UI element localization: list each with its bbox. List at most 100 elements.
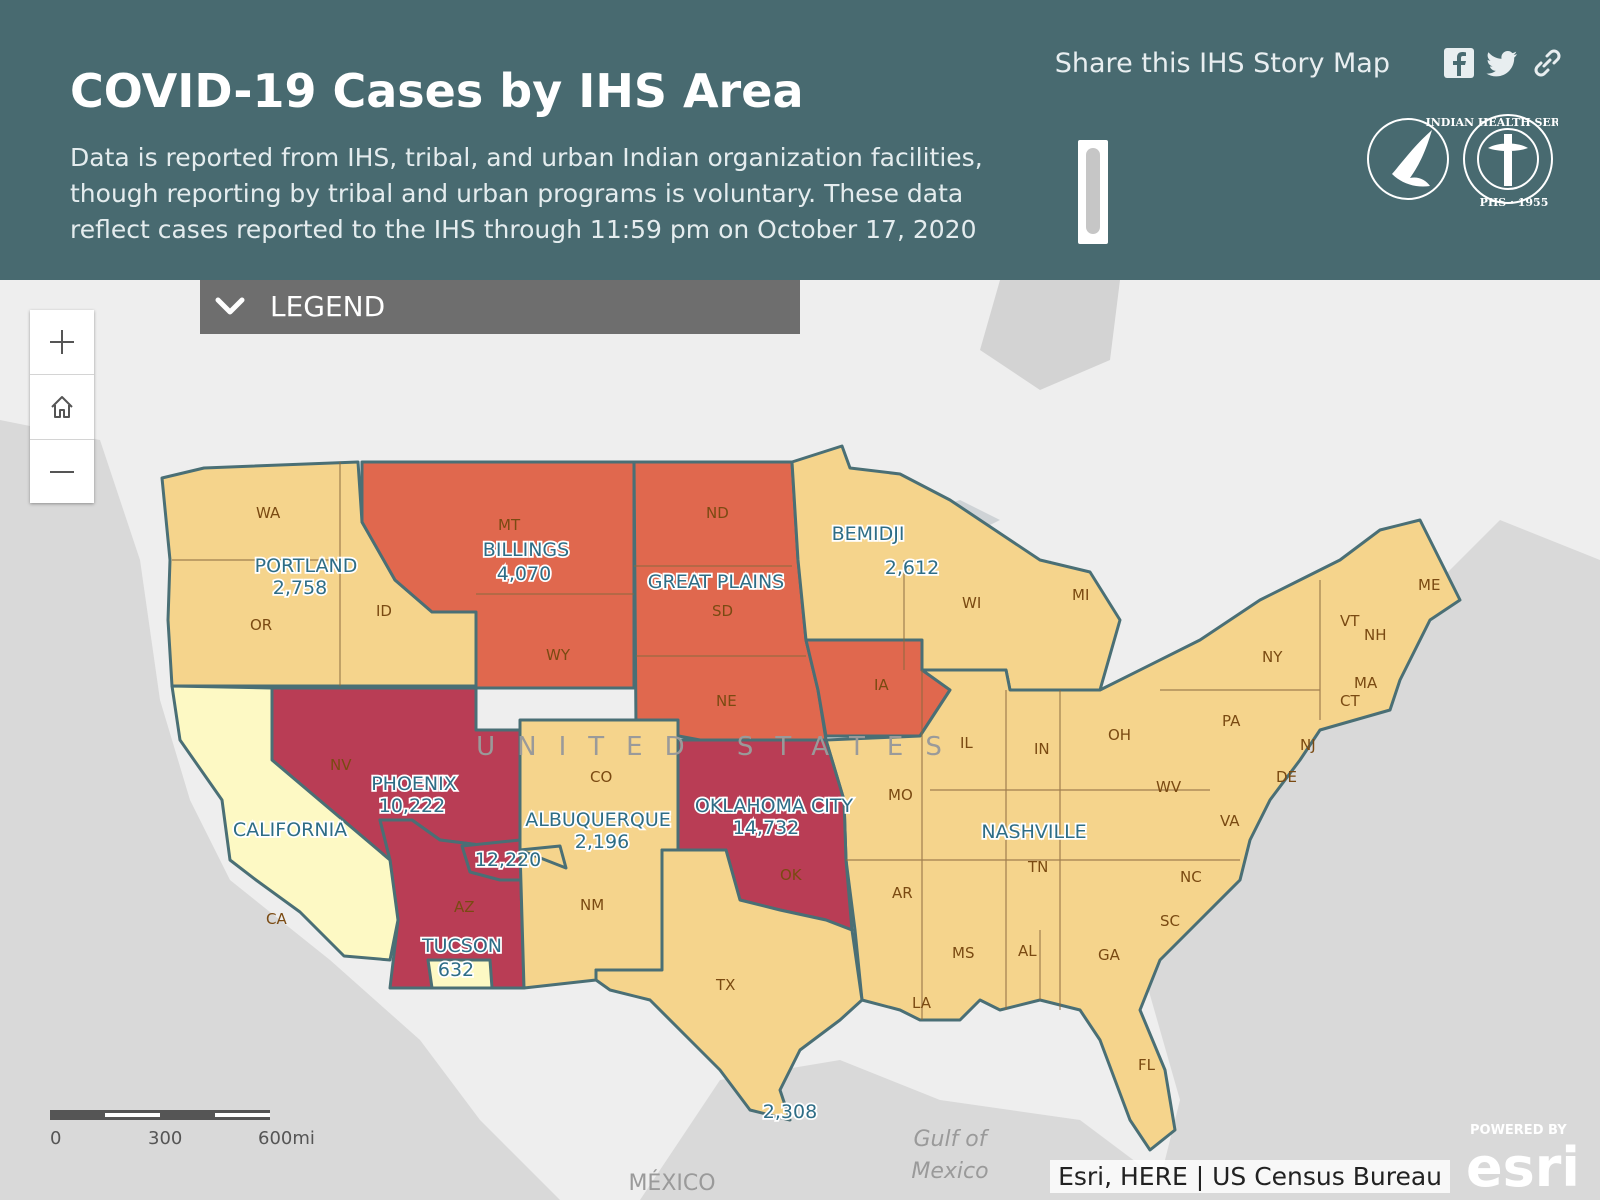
- state-label: AL: [1018, 942, 1037, 960]
- basemap-country-label: UNITED STATES: [476, 732, 964, 762]
- caduceus-icon: [1488, 134, 1528, 186]
- esri-brand-label: esri: [1466, 1136, 1580, 1194]
- area-label-great-plains: GREAT PLAINS: [648, 571, 784, 593]
- scale-tick-0: 0: [50, 1128, 61, 1149]
- state-label: DE: [1276, 768, 1297, 786]
- area-cases-tucson: 632: [438, 959, 474, 981]
- home-icon[interactable]: [30, 375, 94, 439]
- area-cases-navajo: 12,220: [475, 849, 541, 871]
- basemap-water: [980, 280, 1120, 390]
- state-label: CT: [1340, 692, 1360, 710]
- area-label-california: CALIFORNIA: [233, 819, 347, 841]
- state-label: TX: [715, 976, 735, 994]
- scale-tick-600: 600mi: [258, 1128, 315, 1149]
- page-title: COVID-19 Cases by IHS Area: [70, 64, 804, 118]
- state-label: TN: [1027, 858, 1048, 876]
- basemap-mexico-label: MÉXICO: [628, 1170, 715, 1196]
- state-label: SD: [712, 602, 733, 620]
- state-label: NV: [330, 756, 352, 774]
- state-label: ID: [376, 602, 392, 620]
- ihs-area-map[interactable]: UNITED STATES MÉXICO Gulf of Mexico WA O…: [0, 280, 1600, 1200]
- state-label: VA: [1220, 812, 1240, 830]
- state-label: WV: [1156, 778, 1182, 796]
- state-label: IA: [874, 676, 889, 694]
- basemap-gulf-label-1: Gulf of: [913, 1127, 989, 1152]
- area-label-tucson: TUCSON: [421, 935, 502, 957]
- basemap-land-east: [1460, 340, 1600, 520]
- share-label: Share this IHS Story Map: [1054, 48, 1390, 79]
- scrollbar-thumb[interactable]: [1086, 148, 1100, 234]
- area-label-bemidji: BEMIDJI: [832, 523, 905, 545]
- state-label: SC: [1160, 912, 1180, 930]
- state-label: IL: [960, 734, 973, 752]
- twitter-icon[interactable]: [1486, 46, 1520, 80]
- state-label: WI: [962, 594, 981, 612]
- state-label: OK: [780, 866, 803, 884]
- state-label: CA: [266, 910, 287, 928]
- state-label: MI: [1072, 586, 1089, 604]
- area-tucson[interactable]: [426, 958, 494, 990]
- area-cases-portland: 2,758: [273, 577, 327, 599]
- state-label: NC: [1180, 868, 1202, 886]
- subtitle-scrollbar[interactable]: [1078, 140, 1108, 244]
- link-icon[interactable]: [1530, 46, 1564, 80]
- area-label-nashville: NASHVILLE: [981, 821, 1086, 843]
- state-label: AZ: [454, 898, 475, 916]
- scale-bar: 0 300 600mi: [50, 1110, 315, 1149]
- legend-label: LEGEND: [270, 290, 386, 323]
- scale-tick-300: 300: [148, 1128, 182, 1149]
- area-cases-albuquerque: 2,196: [575, 831, 629, 853]
- state-label: AR: [892, 884, 913, 902]
- area-cases-phoenix: 10,222: [379, 795, 445, 817]
- facebook-icon[interactable]: [1442, 46, 1476, 80]
- state-label: OH: [1108, 726, 1131, 744]
- area-label-portland: PORTLAND: [255, 555, 358, 577]
- area-label-phoenix: PHOENIX: [371, 773, 457, 795]
- area-cases-billings: 4,070: [497, 563, 551, 585]
- story-map-header: COVID-19 Cases by IHS Area Data is repor…: [0, 0, 1600, 280]
- area-label-oklahoma-city: OKLAHOMA CITY: [695, 795, 854, 817]
- state-label: NY: [1262, 648, 1283, 666]
- area-california[interactable]: [170, 684, 400, 962]
- state-label: IN: [1034, 740, 1050, 758]
- state-label: MO: [888, 786, 913, 804]
- state-label: MA: [1354, 674, 1378, 692]
- state-label: CO: [590, 768, 612, 786]
- zoom-out-icon[interactable]: [30, 440, 94, 504]
- state-label: ME: [1418, 576, 1440, 594]
- state-label: WA: [256, 504, 281, 522]
- area-cases-oklahoma-city: 14,732: [733, 817, 799, 839]
- eagle-icon: [1392, 130, 1432, 187]
- esri-powered-label: POWERED BY: [1470, 1123, 1567, 1138]
- ihs-seal-logo: INDIAN HEALTH SERVICE PHS · 1955: [1367, 114, 1558, 209]
- state-label: VT: [1340, 612, 1360, 630]
- state-label: OR: [250, 616, 272, 634]
- legend-toggle[interactable]: LEGEND: [200, 280, 800, 334]
- divider: [30, 439, 94, 440]
- area-cases-texas: 2,308: [763, 1101, 817, 1123]
- map-attribution: Esri, HERE | US Census Bureau: [1050, 1160, 1450, 1193]
- state-label: NJ: [1300, 736, 1316, 754]
- seal-text: INDIAN HEALTH SERVICE: [1426, 116, 1558, 129]
- state-label: GA: [1098, 946, 1121, 964]
- area-cases-bemidji: 2,612: [885, 557, 939, 579]
- area-texas[interactable]: [594, 848, 864, 1122]
- state-label: NH: [1364, 626, 1387, 644]
- state-label: PA: [1222, 712, 1241, 730]
- state-label: NE: [716, 692, 737, 710]
- seal-year: PHS · 1955: [1480, 196, 1549, 209]
- zoom-controls: [30, 310, 94, 503]
- area-bemidji[interactable]: [790, 444, 1122, 692]
- area-label-albuquerque: ALBUQUERQUE: [525, 809, 670, 831]
- esri-logo[interactable]: POWERED BY esri: [1466, 1118, 1590, 1194]
- divider: [30, 374, 94, 375]
- area-label-billings: BILLINGS: [483, 539, 569, 561]
- state-label: NM: [580, 896, 604, 914]
- state-label: MT: [498, 516, 521, 534]
- zoom-in-icon[interactable]: [30, 310, 94, 374]
- state-label: MS: [952, 944, 974, 962]
- chevron-down-icon: [215, 297, 245, 315]
- state-label: LA: [912, 994, 932, 1012]
- state-label: ND: [706, 504, 729, 522]
- basemap-gulf-label-2: Mexico: [911, 1159, 988, 1184]
